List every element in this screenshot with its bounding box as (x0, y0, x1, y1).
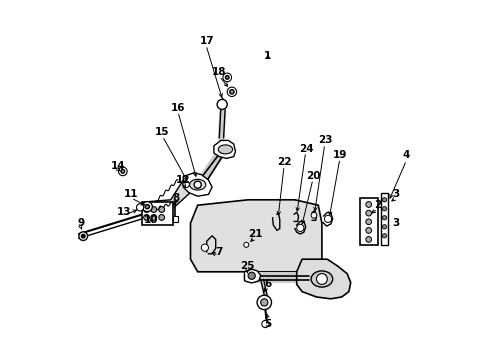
Polygon shape (190, 200, 321, 272)
Text: 5: 5 (264, 319, 271, 329)
Ellipse shape (218, 145, 232, 154)
Circle shape (310, 212, 316, 218)
Circle shape (261, 320, 268, 328)
Text: 17: 17 (199, 36, 214, 46)
Text: 14: 14 (110, 161, 125, 171)
Circle shape (244, 242, 248, 247)
Circle shape (324, 215, 331, 222)
Text: 6: 6 (264, 279, 271, 289)
Polygon shape (149, 173, 194, 212)
Text: 23: 23 (318, 135, 332, 145)
FancyBboxPatch shape (359, 198, 377, 245)
Circle shape (223, 73, 231, 82)
Text: 12: 12 (176, 175, 190, 185)
Text: 15: 15 (155, 127, 169, 138)
Text: 11: 11 (123, 189, 138, 199)
Circle shape (316, 274, 326, 284)
Polygon shape (213, 140, 235, 158)
Text: 3: 3 (391, 189, 399, 199)
Circle shape (183, 181, 189, 188)
FancyBboxPatch shape (172, 216, 178, 222)
Circle shape (229, 90, 234, 94)
Circle shape (382, 216, 386, 220)
Text: 22: 22 (276, 157, 291, 167)
Text: 13: 13 (117, 207, 131, 217)
Text: 19: 19 (332, 150, 346, 160)
Circle shape (247, 272, 255, 279)
Text: 10: 10 (143, 215, 158, 225)
Text: 9: 9 (77, 218, 84, 228)
Circle shape (121, 170, 124, 173)
Ellipse shape (310, 271, 332, 287)
Circle shape (382, 225, 386, 229)
Circle shape (142, 202, 152, 212)
Circle shape (151, 207, 156, 212)
Circle shape (365, 237, 371, 242)
Circle shape (136, 204, 143, 211)
Circle shape (194, 181, 201, 188)
Circle shape (365, 210, 371, 216)
Circle shape (81, 234, 85, 238)
Text: 21: 21 (247, 229, 262, 239)
Circle shape (365, 202, 371, 207)
Circle shape (143, 215, 149, 220)
Circle shape (145, 204, 149, 209)
Circle shape (143, 207, 149, 212)
Text: 24: 24 (299, 144, 313, 154)
Polygon shape (296, 259, 350, 299)
Text: 16: 16 (170, 103, 185, 113)
Circle shape (365, 219, 371, 225)
Circle shape (201, 244, 208, 251)
Text: 25: 25 (240, 261, 254, 271)
Ellipse shape (189, 179, 205, 190)
Circle shape (257, 295, 271, 310)
Circle shape (260, 299, 267, 306)
Circle shape (159, 207, 164, 212)
Text: 20: 20 (305, 171, 320, 181)
Circle shape (159, 215, 164, 220)
Circle shape (296, 224, 303, 231)
Text: 3: 3 (391, 218, 399, 228)
Text: 1: 1 (264, 51, 271, 61)
Circle shape (382, 198, 386, 202)
Polygon shape (183, 173, 212, 196)
FancyBboxPatch shape (380, 193, 387, 245)
Circle shape (382, 234, 386, 238)
Circle shape (225, 76, 228, 79)
Polygon shape (244, 269, 260, 283)
Circle shape (217, 99, 227, 109)
Text: 7: 7 (215, 247, 223, 257)
Text: 4: 4 (402, 150, 409, 160)
Text: 18: 18 (212, 67, 226, 77)
Circle shape (227, 87, 236, 96)
Circle shape (151, 215, 156, 220)
FancyBboxPatch shape (142, 202, 172, 225)
Text: 2: 2 (373, 200, 381, 210)
Circle shape (118, 167, 127, 176)
Circle shape (365, 228, 371, 233)
Circle shape (79, 232, 87, 240)
Text: 8: 8 (172, 193, 180, 203)
Circle shape (382, 207, 386, 211)
